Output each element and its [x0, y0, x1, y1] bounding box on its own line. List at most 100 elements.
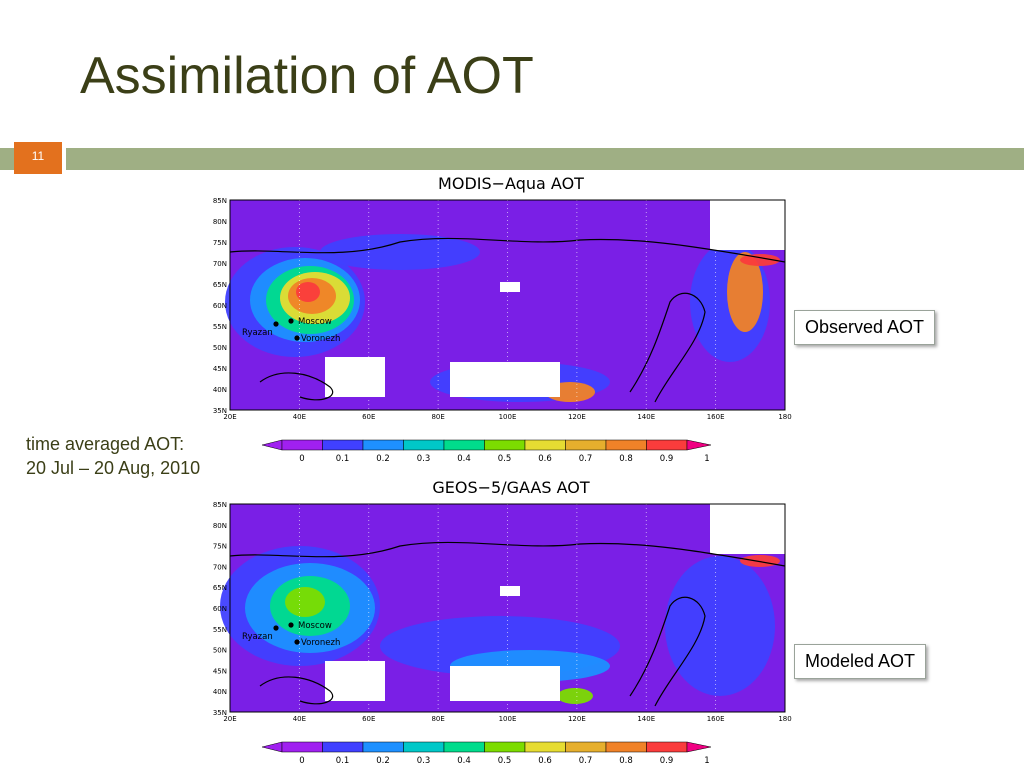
colorbar-tick-label: 0.6 — [538, 756, 552, 766]
colorbar-segment — [484, 439, 526, 451]
aot-region — [320, 234, 480, 270]
aot-region — [665, 556, 775, 696]
colorbar-segment — [646, 439, 688, 451]
colorbar-tick-label: 0.4 — [457, 756, 471, 766]
lat-tick-label: 65N — [213, 281, 227, 289]
colorbar-segment — [403, 439, 445, 451]
city-label: Voronezh — [301, 334, 340, 344]
colorbar-segment — [443, 439, 485, 451]
lon-tick-label: 140E — [637, 413, 655, 421]
note-line-1: time averaged AOT: — [26, 434, 185, 454]
lat-tick-label: 45N — [213, 667, 227, 675]
colorbar-tick-label: 1 — [704, 756, 709, 766]
lat-tick-label: 60N — [213, 605, 227, 613]
map-frame — [229, 503, 786, 713]
arctic-coastline — [229, 237, 786, 263]
city-marker — [273, 321, 279, 327]
lat-tick-label: 50N — [213, 344, 227, 352]
lon-tick-label: 160E — [707, 715, 725, 723]
colorbar-tick-label: 0.5 — [498, 756, 512, 766]
missing-data-patch — [450, 666, 560, 701]
lat-tick-label: 35N — [213, 709, 227, 717]
city-label: Ryazan — [242, 328, 273, 338]
pacific-coastline — [629, 292, 706, 403]
lat-tick-label: 70N — [213, 563, 227, 571]
missing-data-patch — [500, 586, 520, 596]
colorbar-segment — [524, 741, 566, 753]
title-rule-right — [66, 148, 1024, 170]
colorbar-tick-label: 0 — [299, 454, 304, 464]
lat-tick-label: 80N — [213, 522, 227, 530]
colorbar-extend-left — [261, 439, 283, 451]
colorbar-tick-label: 1 — [704, 454, 709, 464]
city-marker — [288, 622, 294, 628]
map-title-observed: MODIS−Aqua AOT — [438, 174, 584, 193]
colorbar-tick-label: 0.2 — [376, 454, 390, 464]
colorbar-segment — [605, 741, 647, 753]
colorbar-extend-right — [686, 439, 712, 451]
modeled-aot-callout: Modeled AOT — [794, 644, 927, 679]
city-label: Ryazan — [242, 632, 273, 642]
colorbar-segment — [403, 741, 445, 753]
colorbar-segment — [565, 741, 607, 753]
missing-data-patch — [450, 362, 560, 397]
lon-tick-label: 100E — [499, 413, 517, 421]
lat-tick-label: 35N — [213, 407, 227, 415]
colorbar-segment — [322, 439, 364, 451]
note-line-2: 20 Jul – 20 Aug, 2010 — [26, 458, 201, 478]
lat-tick-label: 85N — [213, 501, 227, 509]
lon-tick-label: 40E — [293, 715, 306, 723]
lon-tick-label: 140E — [637, 715, 655, 723]
colorbar-tick-label: 0.9 — [660, 756, 674, 766]
map-frame — [229, 199, 786, 411]
lat-tick-label: 65N — [213, 584, 227, 592]
colorbar-segment — [605, 439, 647, 451]
colorbar-tick-label: 0.8 — [619, 454, 633, 464]
lon-tick-label: 60E — [362, 413, 375, 421]
missing-data-patch — [710, 504, 785, 554]
lon-tick-label: 180 — [778, 413, 791, 421]
slide-number: 11 — [14, 142, 62, 174]
colorbar-extend-right — [686, 741, 712, 753]
colorbar-tick-label: 0.1 — [336, 454, 350, 464]
colorbar-tick-label: 0.1 — [336, 756, 350, 766]
lat-tick-label: 40N — [213, 386, 227, 394]
lat-tick-label: 55N — [213, 323, 227, 331]
lat-tick-label: 50N — [213, 647, 227, 655]
lat-tick-label: 70N — [213, 260, 227, 268]
observed-aot-callout: Observed AOT — [794, 310, 936, 345]
lat-tick-label: 55N — [213, 626, 227, 634]
city-marker — [273, 625, 279, 631]
aot-region — [740, 254, 780, 266]
colorbar-segment — [322, 741, 364, 753]
lat-tick-label: 75N — [213, 239, 227, 247]
colorbar-segment — [443, 741, 485, 753]
map-title-modeled: GEOS−5/GAAS AOT — [432, 478, 590, 497]
city-marker — [294, 639, 300, 645]
colorbar-segment — [646, 741, 688, 753]
colorbar-segment — [281, 439, 323, 451]
city-marker — [294, 335, 300, 341]
lat-tick-label: 45N — [213, 365, 227, 373]
lon-tick-label: 160E — [707, 413, 725, 421]
lon-tick-label: 60E — [362, 715, 375, 723]
city-label: Moscow — [298, 621, 332, 631]
colorbar-tick-label: 0.9 — [660, 454, 674, 464]
colorbar-segment — [362, 439, 404, 451]
aot-region — [727, 252, 763, 332]
lon-tick-label: 120E — [568, 413, 586, 421]
colorbar-tick-label: 0.8 — [619, 756, 633, 766]
lon-tick-label: 120E — [568, 715, 586, 723]
colorbar-tick-label: 0.7 — [579, 454, 593, 464]
time-average-note: time averaged AOT: 20 Jul – 20 Aug, 2010 — [26, 432, 200, 480]
aot-region — [285, 587, 325, 617]
lon-tick-label: 180 — [778, 715, 791, 723]
city-label: Voronezh — [301, 638, 340, 648]
black-sea-coastline — [259, 676, 334, 705]
colorbar-tick-label: 0 — [299, 756, 304, 766]
lat-tick-label: 60N — [213, 302, 227, 310]
aot-region — [740, 555, 780, 567]
colorbar-segment — [281, 741, 323, 753]
